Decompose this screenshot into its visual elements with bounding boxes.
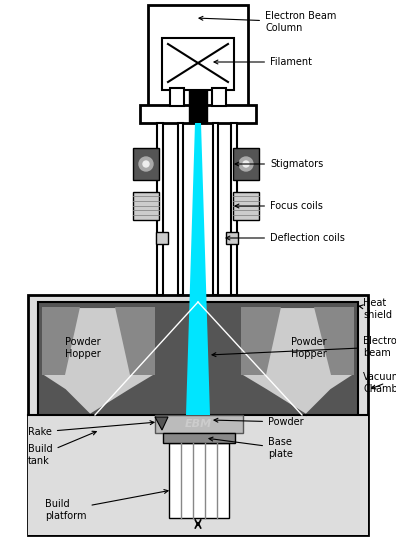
Bar bbox=[155, 415, 243, 433]
Bar bbox=[226, 232, 238, 244]
Text: Powder
Hopper: Powder Hopper bbox=[291, 337, 327, 359]
Bar bbox=[133, 192, 159, 220]
Text: EBM: EBM bbox=[185, 419, 211, 429]
Bar bbox=[170, 88, 184, 106]
Circle shape bbox=[239, 157, 253, 171]
Circle shape bbox=[243, 161, 249, 167]
Polygon shape bbox=[115, 307, 155, 375]
Text: Heat
shield: Heat shield bbox=[359, 298, 392, 320]
Polygon shape bbox=[42, 307, 80, 375]
Bar bbox=[231, 123, 237, 295]
Text: Deflection coils: Deflection coils bbox=[226, 233, 345, 243]
Bar bbox=[28, 415, 368, 535]
Polygon shape bbox=[186, 123, 210, 415]
Text: Build
tank: Build tank bbox=[28, 431, 96, 466]
Bar bbox=[212, 88, 226, 106]
Bar bbox=[233, 148, 259, 180]
Text: Stigmators: Stigmators bbox=[235, 159, 323, 169]
Text: Build
platform: Build platform bbox=[45, 490, 168, 521]
Polygon shape bbox=[155, 417, 168, 430]
Polygon shape bbox=[241, 307, 281, 375]
Bar bbox=[163, 433, 235, 443]
Circle shape bbox=[139, 157, 153, 171]
Bar bbox=[213, 123, 218, 295]
Bar bbox=[140, 105, 256, 123]
Bar bbox=[133, 148, 159, 180]
Text: Base
plate: Base plate bbox=[209, 437, 293, 459]
Bar bbox=[148, 5, 248, 110]
Text: Focus coils: Focus coils bbox=[235, 201, 323, 211]
Text: Electron
beam: Electron beam bbox=[212, 336, 396, 358]
Bar bbox=[162, 38, 234, 90]
Bar bbox=[189, 90, 207, 123]
Bar bbox=[156, 232, 168, 244]
Text: Powder
Hopper: Powder Hopper bbox=[65, 337, 101, 359]
Bar bbox=[169, 443, 229, 518]
Bar bbox=[28, 295, 368, 535]
Bar bbox=[157, 123, 163, 295]
Text: Vacuum
Chamber: Vacuum Chamber bbox=[363, 372, 396, 394]
Text: Filament: Filament bbox=[214, 57, 312, 67]
Polygon shape bbox=[241, 307, 354, 415]
Polygon shape bbox=[42, 307, 155, 415]
Bar bbox=[233, 192, 259, 220]
Text: Powder: Powder bbox=[214, 417, 304, 427]
Circle shape bbox=[143, 161, 149, 167]
Text: Rake: Rake bbox=[28, 421, 154, 437]
Polygon shape bbox=[314, 307, 354, 375]
Bar bbox=[178, 123, 183, 295]
Bar bbox=[38, 302, 358, 442]
Text: Electron Beam
Column: Electron Beam Column bbox=[199, 11, 336, 33]
